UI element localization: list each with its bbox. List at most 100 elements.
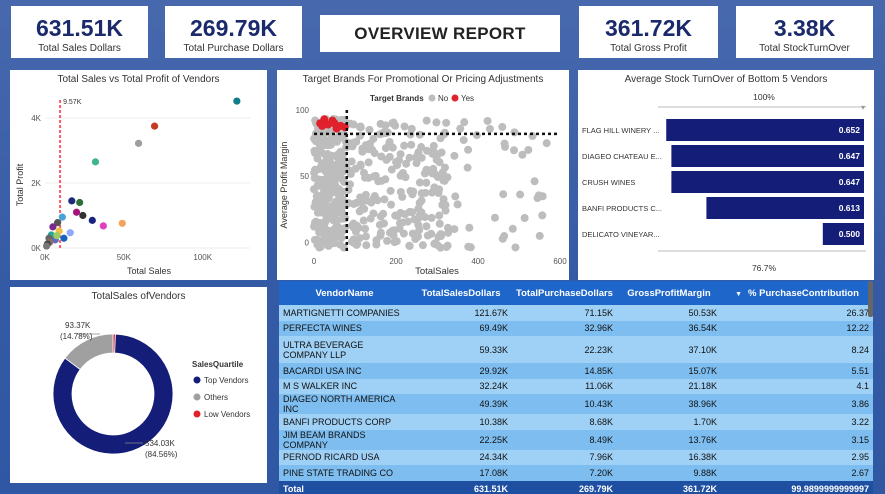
data-point[interactable] — [53, 232, 61, 240]
data-point[interactable] — [72, 208, 81, 216]
turnover-bar[interactable] — [671, 171, 864, 193]
data-point[interactable] — [134, 139, 143, 147]
column-header-label: % PurchaseContribution — [748, 287, 859, 299]
non-target-point — [465, 223, 474, 232]
non-target-point — [324, 214, 333, 223]
target-brands-panel[interactable]: Target Brands For Promotional Or Pricing… — [277, 70, 569, 280]
turnover-bar[interactable] — [671, 145, 864, 167]
non-target-point — [356, 123, 365, 132]
vendor-table[interactable]: VendorName TotalSalesDollars TotalPurcha… — [279, 281, 873, 494]
column-header-total-purchase[interactable]: TotalPurchaseDollars — [512, 281, 617, 305]
non-target-point — [355, 207, 364, 216]
non-target-point — [498, 122, 507, 131]
sort-desc-icon: ▼ — [735, 290, 743, 298]
stock-turnover-chart[interactable]: 100% ▾ FLAG HILL WINERY ... 0.652 DIAGEO C… — [578, 70, 874, 280]
non-target-point — [396, 187, 405, 196]
chart-title: TotalSales ofVendors — [91, 291, 186, 302]
data-point[interactable] — [99, 222, 107, 230]
total-sales-donut-chart[interactable]: 93.37K (14.78%) 534.03K (84.56%) SalesQu… — [10, 287, 267, 483]
donut-slice[interactable] — [52, 333, 174, 455]
non-target-point — [456, 124, 465, 133]
non-target-point — [439, 176, 448, 185]
table-row[interactable]: DIAGEO NORTH AMERICA INC 49.39K 10.43K 38.9… — [279, 394, 873, 414]
y-tick-label: 4K — [31, 114, 41, 123]
non-target-point — [372, 236, 381, 245]
value-cell: 4.1 — [720, 378, 873, 394]
non-target-point — [385, 152, 394, 161]
table-row[interactable]: MARTIGNETTI COMPANIES 121.67K 71.15K 50.53K… — [279, 305, 873, 321]
target-brands-chart[interactable]: Target Brands No Yes 0 200 400 600 0 50 100 T… — [277, 70, 569, 280]
vendor-category-label: DELICATO VINEYAR... — [582, 230, 660, 239]
data-point[interactable] — [91, 158, 100, 166]
non-target-point — [441, 201, 450, 210]
data-point[interactable] — [76, 198, 84, 207]
non-target-point — [407, 140, 416, 149]
table-row[interactable]: PINE STATE TRADING CO 17.08K 7.20K 9.88K 2.6… — [279, 465, 873, 481]
non-target-point — [436, 134, 445, 143]
kpi-label: Total Purchase Dollars — [183, 43, 284, 54]
value-cell: 13.76K — [616, 429, 721, 450]
vendor-name-cell: PERNOD RICARD USA — [279, 449, 410, 465]
data-point[interactable] — [118, 219, 126, 227]
table-row[interactable]: PERFECTA WINES 69.49K 32.96K 36.54K 12.22 — [279, 320, 873, 336]
data-point[interactable] — [60, 234, 68, 242]
donut-slice[interactable] — [64, 333, 114, 371]
total-sales: 631.51K — [410, 480, 512, 494]
data-point[interactable] — [42, 242, 51, 250]
table-row[interactable]: BACARDI USA INC 29.92K 14.85K 15.07K 5.51 — [279, 363, 873, 379]
data-point[interactable] — [68, 197, 76, 205]
sales-vs-profit-panel[interactable]: Total Sales vs Total Profit of Vendors 9… — [10, 70, 267, 280]
turnover-bar[interactable] — [666, 119, 864, 141]
non-target-point — [440, 163, 449, 172]
non-target-point — [417, 189, 426, 198]
column-header-purchase-contribution[interactable]: ▼ % PurchaseContribution — [720, 281, 873, 305]
kpi-value: 361.72K — [605, 15, 692, 41]
non-target-point — [316, 141, 325, 150]
non-target-point — [508, 224, 517, 233]
sales-vs-profit-chart[interactable]: 9.57K 0K 50K 100K 0K 2K 4K Total Sales Total… — [10, 70, 267, 280]
non-target-point — [323, 234, 332, 243]
column-header-gross-profit-margin[interactable]: GrossProfitMargin — [616, 281, 721, 305]
legend-title: Target Brands — [370, 94, 424, 103]
data-point[interactable] — [58, 213, 66, 221]
data-point[interactable] — [49, 223, 57, 231]
non-target-point — [428, 169, 437, 178]
value-cell: 69.49K — [410, 320, 512, 336]
target-brand-point[interactable] — [330, 119, 339, 128]
value-cell: 11.06K — [512, 378, 617, 394]
turnover-bar[interactable] — [706, 197, 864, 219]
data-point[interactable] — [233, 97, 241, 105]
non-target-point — [389, 231, 398, 240]
non-target-point — [338, 187, 347, 196]
turnover-bar[interactable] — [822, 223, 864, 245]
data-point[interactable] — [79, 211, 87, 220]
data-point[interactable] — [88, 216, 96, 224]
column-header-total-sales[interactable]: TotalSalesDollars — [410, 281, 512, 305]
total-sales-donut-panel[interactable]: TotalSales ofVendors 93.37K (14.78%) 534… — [10, 287, 267, 483]
chart-title: Average Stock TurnOver of Bottom 5 Vendo… — [624, 74, 828, 85]
vendor-table-panel[interactable]: VendorName TotalSalesDollars TotalPurcha… — [279, 281, 873, 494]
data-point[interactable] — [54, 219, 62, 227]
table-row[interactable]: PERNOD RICARD USA 24.34K 7.96K 16.38K 2.95 — [279, 449, 873, 465]
table-row[interactable]: M S WALKER INC 32.24K 11.06K 21.18K 4.1 — [279, 378, 873, 394]
y-tick-label: 0K — [31, 244, 41, 253]
table-row[interactable]: BANFI PRODUCTS CORP 10.38K 8.68K 1.70K 3.22 — [279, 414, 873, 430]
table-scrollbar[interactable] — [868, 281, 873, 317]
table-row[interactable]: ULTRA BEVERAGE COMPANY LLP 59.33K 22.23K 37… — [279, 336, 873, 363]
stock-turnover-panel[interactable]: Average Stock TurnOver of Bottom 5 Vendo… — [578, 70, 874, 280]
column-header-vendor-name[interactable]: VendorName — [279, 281, 410, 305]
non-target-point — [349, 199, 358, 208]
table-row[interactable]: JIM BEAM BRANDS COMPANY 22.25K 8.49K 13.76K… — [279, 429, 873, 450]
non-target-point — [335, 171, 344, 180]
data-point[interactable] — [66, 229, 74, 237]
non-target-point — [331, 199, 340, 208]
target-brand-point[interactable] — [318, 121, 327, 130]
non-target-point — [407, 124, 416, 133]
vendor-category-label: CRUSH WINES — [582, 178, 635, 187]
non-target-point — [460, 118, 469, 127]
value-cell: 22.23K — [512, 336, 617, 363]
legend-top-dot — [193, 376, 201, 384]
data-point[interactable] — [150, 122, 159, 130]
vendor-name-cell: MARTIGNETTI COMPANIES — [279, 305, 410, 321]
non-target-point — [453, 200, 462, 209]
